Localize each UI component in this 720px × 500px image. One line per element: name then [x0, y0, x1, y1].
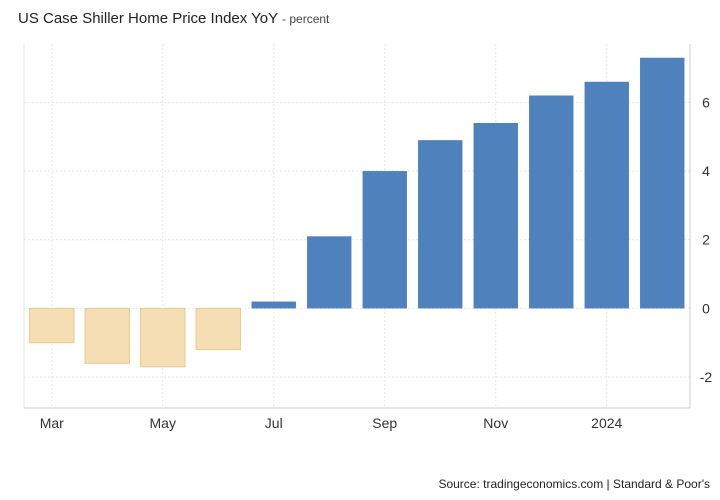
y-tick-label: -2 — [700, 369, 713, 385]
chart-subtitle: - percent — [282, 12, 330, 26]
y-tick-label: 4 — [702, 163, 710, 179]
bar-nov — [473, 122, 518, 309]
bar-jun — [195, 307, 241, 351]
chart-axes — [23, 44, 691, 409]
bar-mar — [29, 307, 75, 344]
bar-feb — [640, 57, 685, 309]
x-tick-label: Sep — [372, 415, 397, 431]
x-tick-label: Mar — [40, 415, 64, 431]
chart-title: US Case Shiller Home Price Index YoY - p… — [18, 10, 329, 27]
bar-apr — [84, 307, 130, 364]
bar-oct — [418, 140, 463, 309]
y-axis-labels: -2 0 2 4 6 — [700, 94, 713, 385]
source-credit: Source: tradingeconomics.com | Standard … — [438, 477, 710, 491]
bar-sep — [362, 171, 407, 309]
chart-bars — [29, 57, 685, 368]
bar-jul — [251, 301, 296, 309]
x-tick-label: May — [150, 415, 176, 431]
chart-title-text: US Case Shiller Home Price Index YoY — [18, 10, 278, 27]
y-tick-label: 6 — [702, 94, 710, 110]
bar-aug — [307, 236, 352, 309]
bar-2024 — [584, 81, 629, 309]
x-axis-labels: Mar May Jul Sep Nov 2024 — [40, 415, 623, 431]
bar-dec — [529, 95, 574, 309]
x-tick-label: Nov — [483, 415, 508, 431]
bar-may — [140, 307, 186, 368]
x-tick-label: Jul — [265, 415, 283, 431]
y-tick-label: 0 — [702, 300, 710, 316]
y-tick-label: 2 — [702, 232, 710, 248]
x-tick-label: 2024 — [591, 415, 622, 431]
